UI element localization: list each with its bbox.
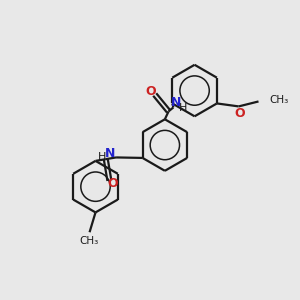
Text: CH₃: CH₃	[79, 236, 98, 246]
Text: N: N	[105, 147, 115, 160]
Text: O: O	[234, 107, 245, 120]
Text: CH₃: CH₃	[269, 95, 289, 106]
Text: O: O	[107, 177, 118, 190]
Text: N: N	[171, 96, 182, 109]
Text: H: H	[98, 152, 106, 162]
Text: H: H	[179, 103, 188, 113]
Text: O: O	[146, 85, 156, 98]
